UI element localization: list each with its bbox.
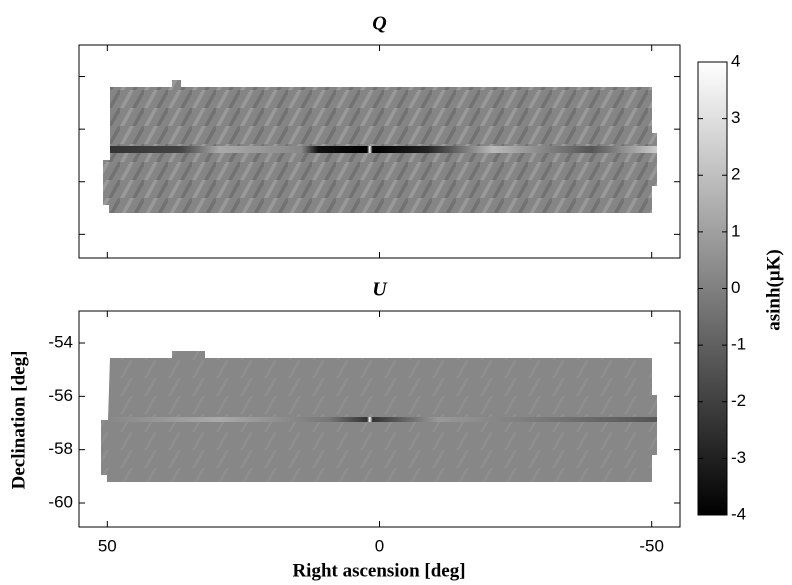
colorbar-tick-label: -2 <box>731 391 746 410</box>
map-q <box>103 80 657 213</box>
y-tick-label: -54 <box>48 332 73 351</box>
colorbar-tick-label: -1 <box>731 335 746 354</box>
colorbar-tick-label: 0 <box>731 278 740 297</box>
y-tick-label: -60 <box>48 492 73 511</box>
x-tick-label: -50 <box>639 536 664 555</box>
y-axis-label: Declination [deg] <box>8 351 29 490</box>
colorbar-tick-label: 2 <box>731 165 740 184</box>
y-tick-label: -56 <box>48 386 73 405</box>
panel-title: U <box>372 279 388 301</box>
colorbar-tick-label: -3 <box>731 448 746 467</box>
y-tick-label: -58 <box>48 439 73 458</box>
colorbar-tick-label: 3 <box>731 108 740 127</box>
x-tick-label: 0 <box>375 536 384 555</box>
x-tick-label: 50 <box>98 536 117 555</box>
colorbar-tick-label: 4 <box>731 51 740 70</box>
colorbar-label: asinh(μK) <box>763 249 784 331</box>
panel-title: Q <box>372 13 386 35</box>
colorbar-tick-label: 1 <box>731 221 740 240</box>
x-axis-label: Right ascension [deg] <box>292 560 465 581</box>
colorbar-tick-label: -4 <box>731 504 746 523</box>
map-u <box>101 351 657 482</box>
